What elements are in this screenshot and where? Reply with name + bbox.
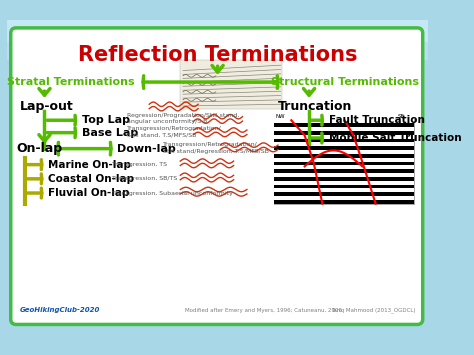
Text: NW: NW: [275, 114, 285, 120]
Text: Regression/Progradation/Still stand,
angular unconformity/S.B: Regression/Progradation/Still stand, ang…: [127, 113, 239, 124]
Bar: [273, 173, 414, 177]
Bar: [273, 154, 414, 158]
Bar: [273, 119, 414, 123]
Text: Reflection Terminations: Reflection Terminations: [78, 44, 357, 65]
Bar: [273, 169, 414, 173]
Text: Structural Terminations: Structural Terminations: [271, 77, 419, 87]
Text: Fault Truncation: Fault Truncation: [329, 115, 425, 125]
Bar: [273, 127, 414, 131]
Text: Lap-out: Lap-out: [19, 99, 73, 113]
FancyBboxPatch shape: [273, 119, 414, 204]
Bar: [273, 146, 414, 150]
Text: GeoHikingClub-2020: GeoHikingClub-2020: [19, 307, 100, 313]
Bar: [273, 150, 414, 154]
Bar: [273, 131, 414, 135]
Text: Transgression, Subaerial unconformity: Transgression, Subaerial unconformity: [112, 191, 233, 196]
Bar: [273, 162, 414, 165]
Bar: [273, 185, 414, 189]
Bar: [273, 177, 414, 181]
Bar: [273, 138, 414, 142]
Bar: [273, 181, 414, 185]
Text: Marine On-lap: Marine On-lap: [48, 160, 131, 170]
Text: Base Lap: Base Lap: [82, 128, 138, 138]
Text: Transgression/Retrogradation/
Still stand, T.S/MFS/SB: Transgression/Retrogradation/ Still stan…: [127, 126, 222, 138]
Bar: [273, 165, 414, 169]
Text: Transgression, SB/TS: Transgression, SB/TS: [112, 176, 177, 181]
Bar: [273, 158, 414, 162]
Text: Stratal Terminations: Stratal Terminations: [7, 77, 135, 87]
FancyBboxPatch shape: [180, 60, 283, 109]
Text: Fluvial On-lap: Fluvial On-lap: [48, 188, 129, 198]
Text: Tariq Mahmood (2013_OGDCL): Tariq Mahmood (2013_OGDCL): [331, 307, 416, 313]
FancyBboxPatch shape: [11, 28, 423, 324]
Text: Coastal On-lap: Coastal On-lap: [48, 174, 134, 184]
Text: Truncation: Truncation: [278, 99, 352, 113]
Bar: [273, 189, 414, 192]
Text: On-lap: On-lap: [16, 142, 62, 155]
Text: SE: SE: [398, 114, 405, 120]
Bar: [273, 123, 414, 127]
Text: Mobile Salt Truncation: Mobile Salt Truncation: [329, 133, 462, 143]
Bar: [273, 192, 414, 196]
Polygon shape: [7, 20, 428, 60]
Text: Down-lap: Down-lap: [117, 144, 176, 154]
Bar: [273, 200, 414, 204]
Text: Modified after Emery and Myers, 1996; Catuneanu, 2006: Modified after Emery and Myers, 1996; Ca…: [185, 308, 342, 313]
Bar: [273, 135, 414, 138]
Bar: [273, 196, 414, 200]
Text: Transgression/Retrogradation/
Still stand/Regression, T.S/MFS/SB: Transgression/Retrogradation/ Still stan…: [164, 142, 269, 154]
Bar: [273, 142, 414, 146]
Text: Top Lap: Top Lap: [82, 115, 130, 125]
Polygon shape: [7, 20, 428, 42]
Text: Transgression, TS: Transgression, TS: [112, 162, 167, 167]
